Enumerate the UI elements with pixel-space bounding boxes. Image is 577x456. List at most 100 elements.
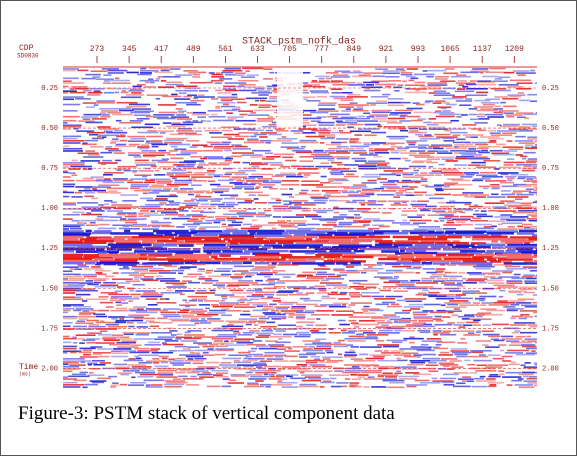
seismic-trace <box>523 376 528 378</box>
seismic-trace <box>208 180 215 182</box>
seismic-trace <box>331 314 353 316</box>
seismic-trace <box>308 346 314 348</box>
seismic-trace <box>526 348 537 350</box>
seismic-trace <box>241 228 259 230</box>
seismic-trace <box>358 376 366 378</box>
seismic-trace <box>92 138 104 140</box>
seismic-trace <box>319 102 337 104</box>
seismic-trace <box>476 332 481 334</box>
seismic-trace <box>346 266 354 268</box>
seismic-trace <box>231 144 241 146</box>
seismic-trace <box>101 164 106 166</box>
seismic-trace <box>494 96 508 98</box>
seismic-trace <box>63 68 79 70</box>
seismic-trace <box>252 304 268 306</box>
seismic-trace <box>104 92 115 94</box>
seismic-trace <box>255 188 259 190</box>
seismic-trace <box>384 170 403 172</box>
seismic-trace <box>72 220 80 222</box>
seismic-trace <box>110 192 121 194</box>
seismic-trace <box>388 102 402 104</box>
seismic-trace <box>405 84 425 86</box>
seismic-trace <box>70 352 77 354</box>
seismic-trace <box>180 294 185 296</box>
seismic-trace <box>418 320 433 322</box>
seismic-trace <box>320 282 342 284</box>
seismic-trace <box>436 344 442 346</box>
seismic-trace <box>397 360 408 362</box>
seismic-trace <box>236 86 244 88</box>
seismic-trace <box>224 134 240 136</box>
seismic-trace <box>282 366 301 368</box>
seismic-trace <box>63 364 69 366</box>
seismic-trace <box>298 228 316 230</box>
seismic-trace <box>63 136 68 138</box>
seismic-trace <box>427 346 431 348</box>
seismic-trace <box>353 108 363 110</box>
seismic-trace <box>151 220 159 222</box>
seismic-trace <box>213 284 225 286</box>
seismic-trace <box>375 68 388 70</box>
seismic-trace <box>278 242 294 245</box>
seismic-trace <box>536 194 537 196</box>
seismic-trace <box>236 106 241 108</box>
seismic-trace <box>175 338 181 340</box>
seismic-trace <box>79 312 95 314</box>
seismic-trace <box>410 220 432 222</box>
seismic-trace <box>80 356 98 358</box>
seismic-trace <box>349 292 360 294</box>
seismic-trace <box>148 192 159 194</box>
seismic-trace <box>289 196 294 198</box>
seismic-trace <box>431 360 447 362</box>
seismic-trace <box>302 132 315 134</box>
seismic-trace <box>398 286 416 288</box>
seismic-trace <box>85 74 100 76</box>
seismic-trace <box>435 316 442 318</box>
y-tick-label-right: 2.00 <box>542 366 559 374</box>
seismic-trace <box>221 274 231 276</box>
seismic-trace <box>488 376 500 378</box>
seismic-trace <box>320 142 325 144</box>
seismic-trace <box>228 382 244 384</box>
seismic-trace <box>396 358 401 360</box>
seismic-trace <box>263 186 273 188</box>
seismic-trace <box>369 152 374 154</box>
seismic-trace <box>117 170 122 172</box>
seismic-trace <box>132 170 137 172</box>
seismic-trace <box>454 164 467 166</box>
seismic-trace <box>495 78 503 80</box>
y-tick-label-right: 0.50 <box>542 125 559 133</box>
seismic-trace <box>226 156 231 158</box>
seismic-trace <box>162 96 181 98</box>
seismic-trace <box>428 292 439 294</box>
seismic-trace <box>349 142 355 144</box>
seismic-trace <box>474 178 491 180</box>
seismic-trace <box>86 122 103 124</box>
seismic-trace <box>429 128 448 130</box>
seismic-trace <box>451 350 470 352</box>
seismic-trace <box>139 354 159 356</box>
seismic-trace <box>249 370 264 372</box>
seismic-trace <box>212 188 230 190</box>
seismic-trace <box>136 312 157 314</box>
seismic-trace <box>221 106 235 108</box>
seismic-trace <box>424 304 441 306</box>
seismic-trace <box>389 138 404 140</box>
seismic-trace <box>115 240 140 243</box>
seismic-trace <box>383 380 405 382</box>
seismic-trace <box>527 214 537 216</box>
seismic-trace <box>124 170 132 172</box>
seismic-trace <box>206 362 219 364</box>
y-unit: (ms) <box>19 371 31 377</box>
seismic-trace <box>198 300 203 302</box>
seismic-trace <box>314 286 325 288</box>
seismic-trace <box>116 342 136 344</box>
seismic-trace <box>164 384 184 386</box>
seismic-trace <box>527 94 537 96</box>
seismic-trace <box>246 372 253 374</box>
seismic-trace <box>260 384 272 386</box>
seismic-trace <box>414 74 435 76</box>
seismic-trace <box>194 206 216 208</box>
seismic-trace <box>248 350 256 352</box>
seismic-trace <box>169 202 181 204</box>
